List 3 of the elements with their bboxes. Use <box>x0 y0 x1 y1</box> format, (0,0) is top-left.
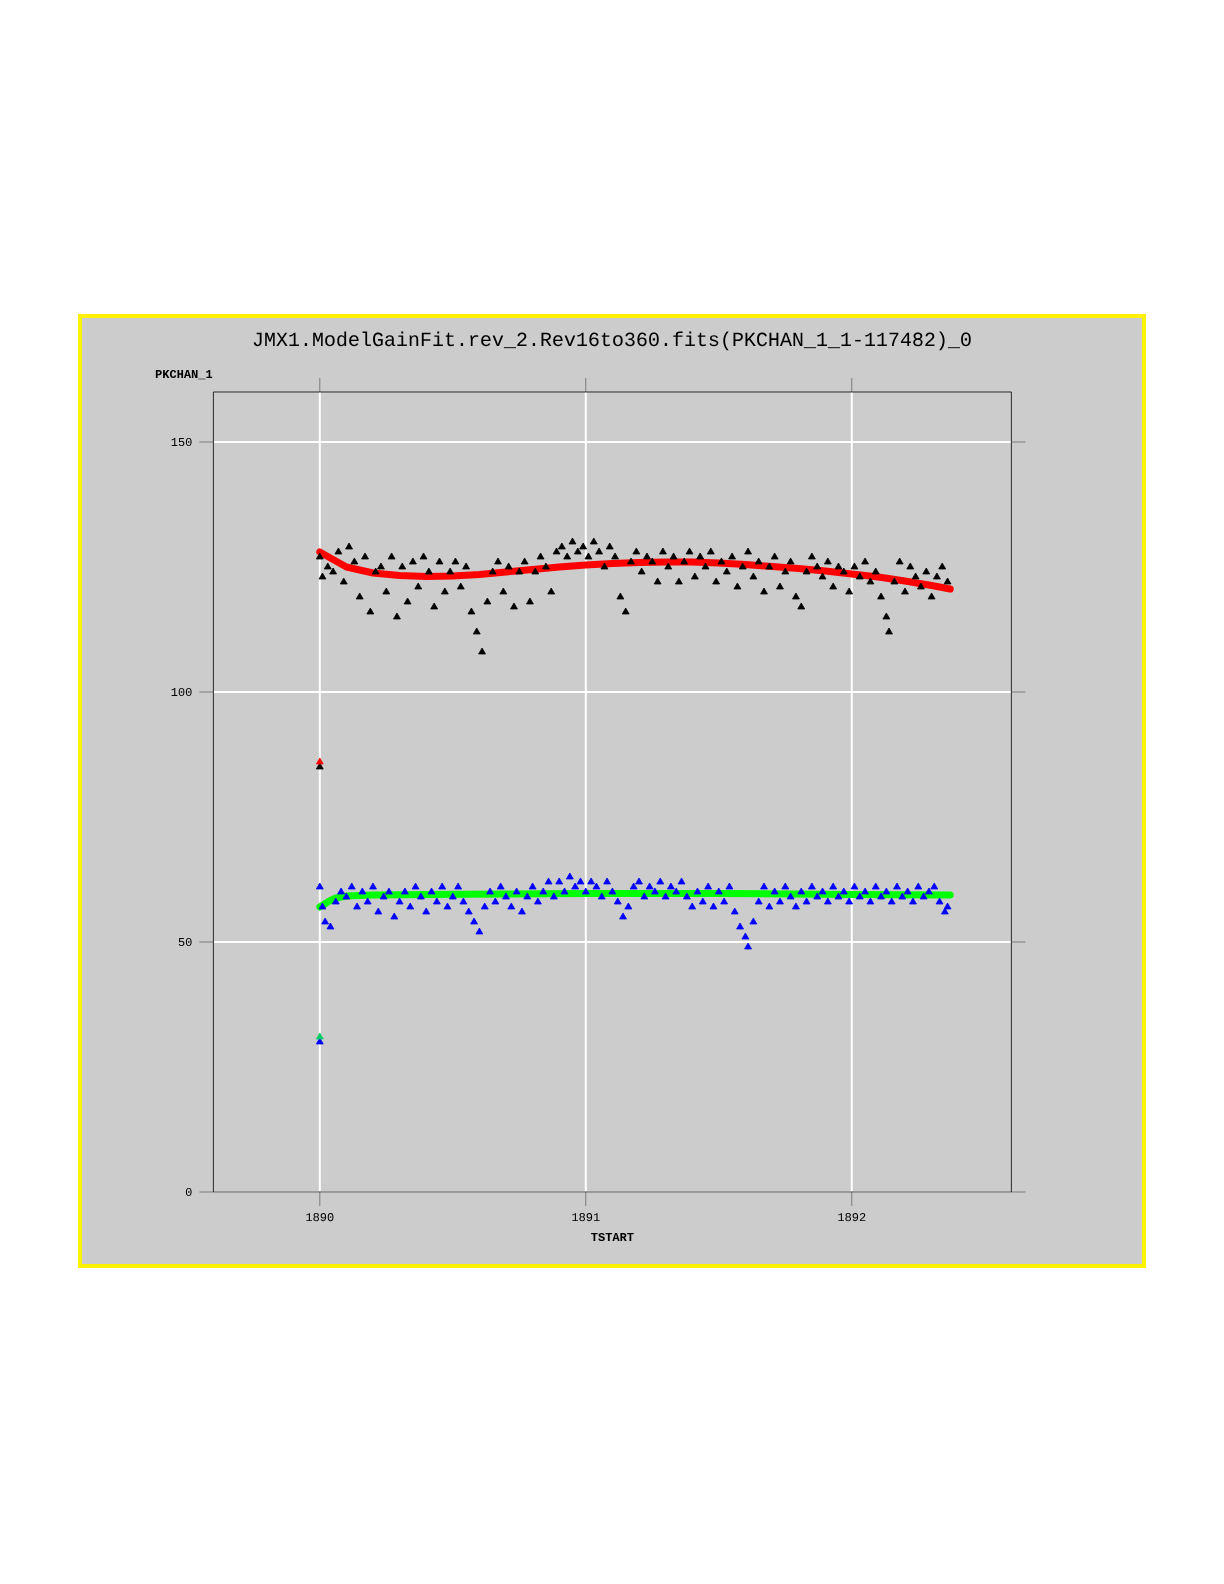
chart-title: JMX1.ModelGainFit.rev_2.Rev16to360.fits(PKCHAN_1_1-117482)_0 <box>253 331 971 351</box>
line-series <box>316 889 954 911</box>
line-series <box>316 548 954 593</box>
